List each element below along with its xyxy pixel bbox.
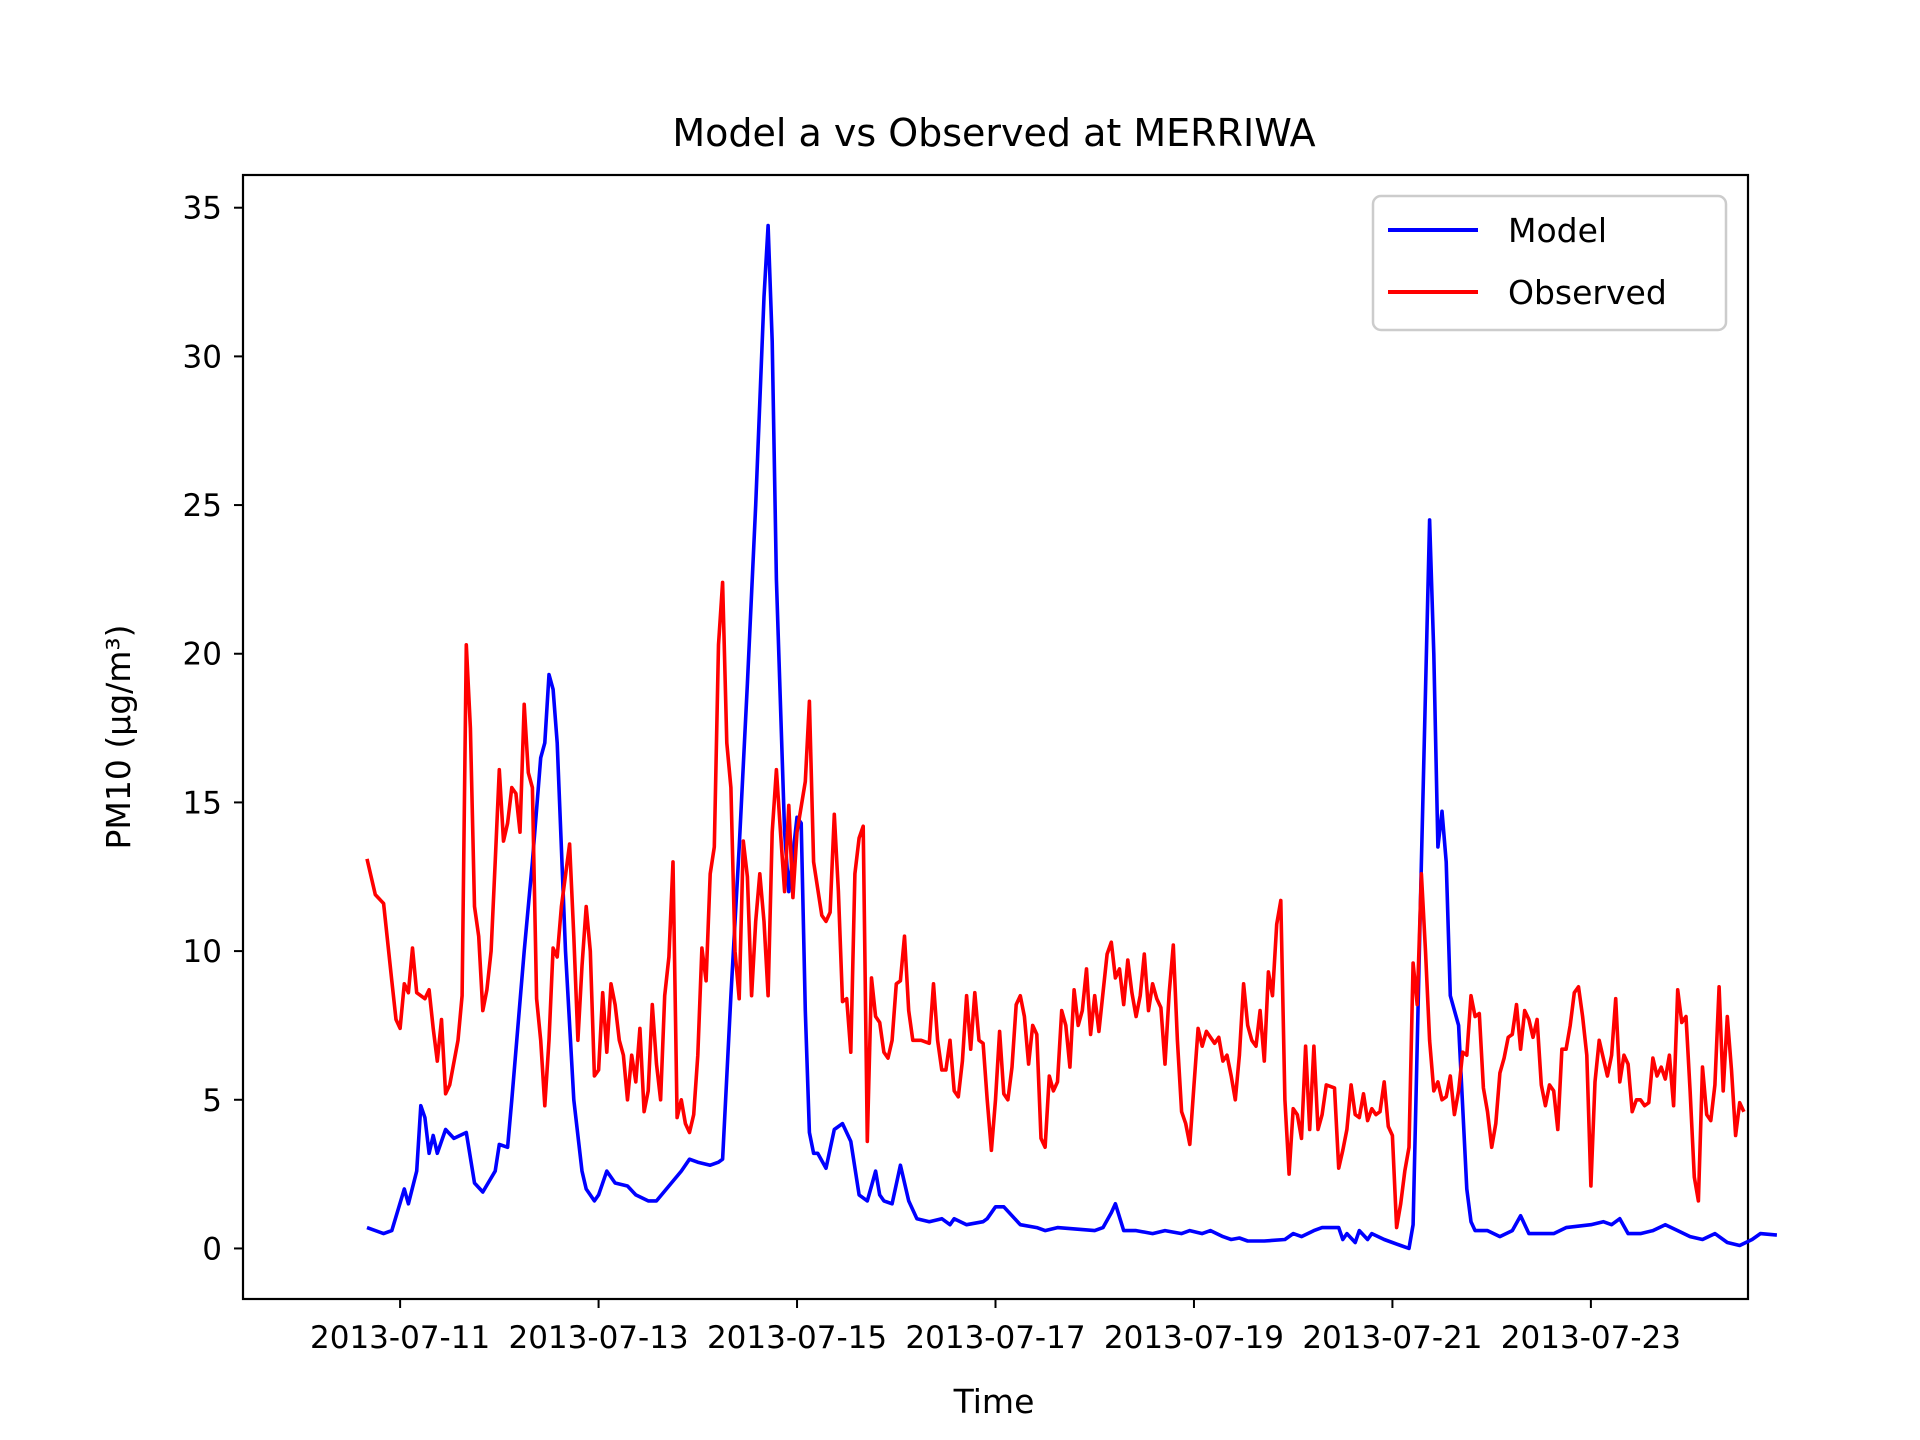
y-tick-label: 5	[202, 1083, 222, 1119]
series-line-model	[366, 223, 1778, 1251]
x-tick-label: 2013-07-13	[508, 1320, 688, 1356]
y-tick-label: 10	[183, 934, 222, 970]
y-tick-label: 20	[183, 637, 222, 673]
series-line-observed	[365, 580, 1746, 1230]
y-tick-label: 25	[183, 488, 222, 524]
chart-title: Model a vs Observed at MERRIWA	[672, 111, 1315, 155]
x-tick-label: 2013-07-15	[707, 1320, 887, 1356]
series-layer	[365, 223, 1778, 1251]
x-tick-label: 2013-07-11	[310, 1320, 490, 1356]
x-tick-label: 2013-07-23	[1501, 1320, 1681, 1356]
y-tick-label: 35	[183, 191, 222, 227]
legend-label-observed: Observed	[1508, 273, 1667, 312]
x-tick-label: 2013-07-19	[1104, 1320, 1284, 1356]
legend-label-model: Model	[1508, 211, 1607, 250]
plot-area	[241, 173, 1778, 1301]
x-tick-label: 2013-07-17	[905, 1320, 1085, 1356]
x-tick-label: 2013-07-21	[1302, 1320, 1482, 1356]
y-tick-label: 15	[183, 785, 222, 821]
x-axis-label: Time	[953, 1382, 1035, 1421]
legend: Model Observed	[1371, 194, 1728, 332]
y-axis: 0 5 10 15 20 25 30 35	[183, 191, 243, 1267]
y-tick-label: 0	[202, 1231, 222, 1267]
y-axis-label: PM10 (μg/m³)	[99, 624, 138, 849]
x-axis: 2013-07-11 2013-07-13 2013-07-15 2013-07-17…	[310, 1299, 1681, 1356]
axes-frame	[241, 173, 1750, 1301]
y-tick-label: 30	[183, 339, 222, 375]
